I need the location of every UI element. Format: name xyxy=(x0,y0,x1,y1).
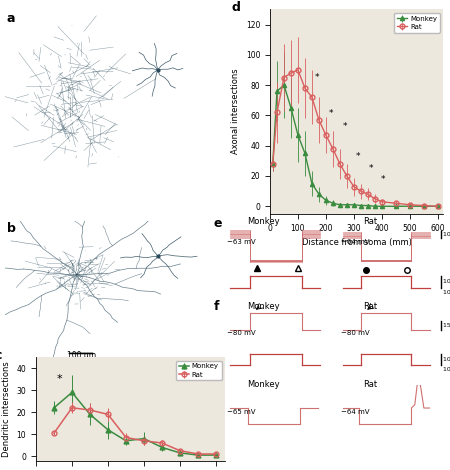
Text: Monkey: Monkey xyxy=(248,217,280,227)
Text: *: * xyxy=(356,152,360,161)
Text: Monkey: Monkey xyxy=(248,302,280,311)
Text: −63 mV: −63 mV xyxy=(227,239,256,245)
Text: f: f xyxy=(214,300,219,313)
Text: *: * xyxy=(329,110,334,118)
Text: −64 mV: −64 mV xyxy=(341,239,369,245)
Text: Rat: Rat xyxy=(364,302,378,311)
Text: *: * xyxy=(343,122,348,131)
Text: e: e xyxy=(214,217,222,230)
Legend: Monkey, Rat: Monkey, Rat xyxy=(394,13,440,32)
Text: 15 mV: 15 mV xyxy=(443,323,450,328)
Text: c: c xyxy=(0,349,2,362)
Text: 100 pA: 100 pA xyxy=(443,279,450,284)
Text: *: * xyxy=(381,174,385,184)
Text: Rat: Rat xyxy=(364,380,378,389)
X-axis label: Distance from soma (mm): Distance from soma (mm) xyxy=(302,238,412,247)
Text: d: d xyxy=(232,1,241,14)
Text: 100 ms: 100 ms xyxy=(443,290,450,295)
Text: *: * xyxy=(315,73,319,82)
Text: *: * xyxy=(57,374,62,384)
Text: −65 mV: −65 mV xyxy=(227,408,256,415)
Text: 10 mV: 10 mV xyxy=(443,232,450,237)
Text: *: * xyxy=(369,164,373,173)
Text: −80 mV: −80 mV xyxy=(341,330,369,337)
Text: Rat: Rat xyxy=(364,217,378,227)
Text: Monkey: Monkey xyxy=(248,380,280,389)
Text: 100 pA: 100 pA xyxy=(443,357,450,362)
Text: a: a xyxy=(7,12,15,24)
Text: b: b xyxy=(7,222,15,235)
Text: −64 mV: −64 mV xyxy=(341,408,369,415)
Y-axis label: Axonal intersections: Axonal intersections xyxy=(231,69,240,155)
Text: 100 ms: 100 ms xyxy=(443,367,450,372)
Y-axis label: Dendritic intersections: Dendritic intersections xyxy=(2,361,11,457)
Text: −80 mV: −80 mV xyxy=(227,330,256,337)
Legend: Monkey, Rat: Monkey, Rat xyxy=(176,360,221,380)
Text: 100 μm: 100 μm xyxy=(67,352,96,360)
